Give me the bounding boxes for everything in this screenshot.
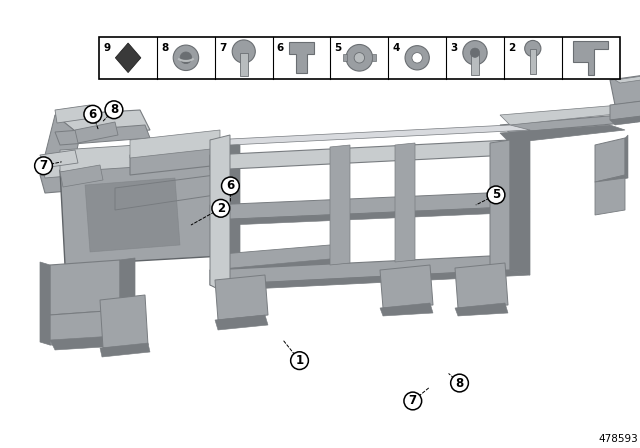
Text: 8: 8 <box>110 103 118 116</box>
Polygon shape <box>395 143 415 262</box>
Polygon shape <box>610 115 640 125</box>
Polygon shape <box>595 138 625 182</box>
Polygon shape <box>60 160 240 265</box>
Polygon shape <box>100 295 148 348</box>
Circle shape <box>354 52 365 63</box>
Polygon shape <box>120 258 135 340</box>
Polygon shape <box>115 175 215 210</box>
Polygon shape <box>40 150 78 168</box>
Polygon shape <box>85 178 180 252</box>
Polygon shape <box>500 115 635 133</box>
Circle shape <box>405 46 429 70</box>
Polygon shape <box>372 54 376 61</box>
Text: 7: 7 <box>40 159 47 172</box>
Bar <box>240 53 248 76</box>
Polygon shape <box>210 270 530 290</box>
Polygon shape <box>50 260 120 315</box>
Circle shape <box>525 40 541 56</box>
Circle shape <box>173 45 198 70</box>
Polygon shape <box>510 130 530 275</box>
Polygon shape <box>60 165 103 187</box>
Polygon shape <box>75 122 118 143</box>
Polygon shape <box>210 255 510 285</box>
Text: 3: 3 <box>450 43 458 53</box>
Polygon shape <box>210 140 510 170</box>
Circle shape <box>463 41 487 65</box>
Polygon shape <box>595 178 625 215</box>
Bar <box>99 37 620 79</box>
Polygon shape <box>610 75 640 105</box>
Polygon shape <box>490 140 510 270</box>
Polygon shape <box>500 105 635 125</box>
Circle shape <box>180 52 192 64</box>
Polygon shape <box>380 303 433 316</box>
Polygon shape <box>625 135 628 178</box>
Polygon shape <box>45 115 80 160</box>
Bar <box>530 49 536 74</box>
Text: 6: 6 <box>276 43 284 53</box>
Text: 6: 6 <box>89 108 97 121</box>
Text: 8: 8 <box>456 376 463 390</box>
Polygon shape <box>610 100 640 120</box>
Text: 6: 6 <box>227 179 234 193</box>
Polygon shape <box>130 130 220 158</box>
Polygon shape <box>100 343 150 357</box>
Polygon shape <box>330 145 350 265</box>
Polygon shape <box>210 192 510 220</box>
Polygon shape <box>55 110 150 135</box>
Circle shape <box>470 48 479 57</box>
Circle shape <box>232 40 255 63</box>
Text: 4: 4 <box>392 43 399 53</box>
Text: 2: 2 <box>508 43 515 53</box>
Polygon shape <box>55 125 150 145</box>
Polygon shape <box>595 175 628 185</box>
Polygon shape <box>210 285 230 295</box>
Text: 2: 2 <box>217 202 225 215</box>
Polygon shape <box>455 263 508 308</box>
Text: 9: 9 <box>103 43 110 53</box>
Polygon shape <box>50 335 135 350</box>
Text: 7: 7 <box>409 394 417 408</box>
Text: 5: 5 <box>335 43 342 53</box>
Polygon shape <box>55 105 92 123</box>
Polygon shape <box>40 153 140 178</box>
Polygon shape <box>215 275 268 320</box>
Circle shape <box>412 52 422 63</box>
Text: 5: 5 <box>492 188 500 202</box>
Polygon shape <box>215 140 240 260</box>
Polygon shape <box>210 258 345 285</box>
Polygon shape <box>500 125 625 143</box>
Polygon shape <box>615 75 640 83</box>
Polygon shape <box>210 207 530 225</box>
Polygon shape <box>573 41 608 75</box>
Polygon shape <box>210 125 530 145</box>
Polygon shape <box>215 315 268 330</box>
Polygon shape <box>210 245 340 270</box>
Polygon shape <box>455 303 508 316</box>
Bar <box>471 54 479 75</box>
Text: 7: 7 <box>219 43 226 53</box>
Polygon shape <box>289 42 314 73</box>
Polygon shape <box>343 54 347 61</box>
Text: 8: 8 <box>161 43 168 53</box>
Polygon shape <box>60 140 215 172</box>
Polygon shape <box>130 145 220 175</box>
Circle shape <box>346 44 372 71</box>
Polygon shape <box>115 43 141 73</box>
Polygon shape <box>50 310 120 345</box>
Text: 1: 1 <box>296 354 303 367</box>
Text: 478593: 478593 <box>598 434 638 444</box>
Polygon shape <box>210 135 230 295</box>
Polygon shape <box>380 265 433 308</box>
Polygon shape <box>40 262 50 345</box>
Polygon shape <box>40 168 140 193</box>
